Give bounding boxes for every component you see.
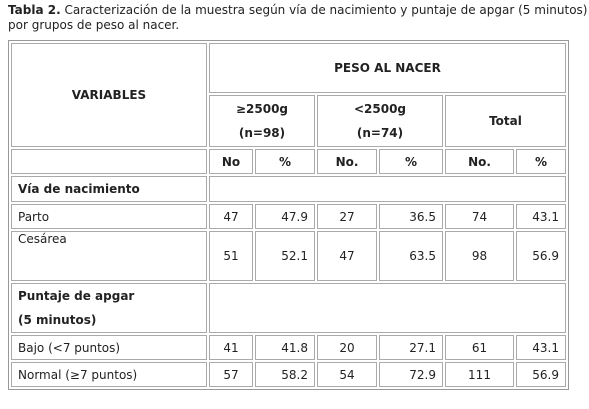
subgroup-header: Total: [445, 95, 566, 147]
empty-cell: [11, 149, 207, 174]
group-header: PESO AL NACER: [209, 43, 566, 93]
row-label: Cesárea: [11, 231, 207, 281]
data-cell: 98: [445, 231, 514, 281]
data-cell: 20: [317, 335, 377, 360]
row-label: Normal (≥7 puntos): [11, 362, 207, 387]
data-cell: 36.5: [379, 204, 443, 229]
subgroup-label: <2500g: [353, 102, 407, 116]
subgroup-header: <2500g (n=74): [317, 95, 443, 147]
empty-cell: [209, 283, 566, 333]
section-subtitle: (5 minutos): [18, 313, 97, 327]
section-title-text: Puntaje de apgar: [18, 289, 135, 303]
data-row: Parto 47 47.9 27 36.5 74 43.1: [11, 204, 566, 229]
subgroup-header: ≥2500g (n=98): [209, 95, 315, 147]
data-cell: 43.1: [516, 204, 566, 229]
data-row: Cesárea 51 52.1 47 63.5 98 56.9: [11, 231, 566, 281]
subgroup-row: ≥2500g (n=98) <2500g (n=74) Total: [11, 95, 566, 147]
section-title-text: Vía de nacimiento: [18, 182, 140, 196]
data-cell: 47: [209, 204, 253, 229]
caption-label: Tabla 2.: [8, 3, 61, 17]
column-header: %: [255, 149, 315, 174]
data-cell: 56.9: [516, 362, 566, 387]
section-row: Vía de nacimiento: [11, 176, 566, 202]
data-cell: 43.1: [516, 335, 566, 360]
data-cell: 47.9: [255, 204, 315, 229]
column-header: %: [516, 149, 566, 174]
data-cell: 27.1: [379, 335, 443, 360]
caption-text: Caracterización de la muestra según vía …: [8, 3, 588, 32]
subgroup-label: Total: [489, 114, 522, 128]
data-cell: 41.8: [255, 335, 315, 360]
data-cell: 58.2: [255, 362, 315, 387]
data-table: VARIABLES PESO AL NACER ≥2500g (n=98) <2500g…: [8, 40, 569, 390]
empty-cell: [209, 176, 566, 202]
section-row: Puntaje de apgar (5 minutos): [11, 283, 566, 333]
column-header: No.: [317, 149, 377, 174]
subgroup-n: (n=98): [238, 126, 286, 140]
data-cell: 111: [445, 362, 514, 387]
data-cell: 47: [317, 231, 377, 281]
data-cell: 27: [317, 204, 377, 229]
section-title: Puntaje de apgar (5 minutos): [11, 283, 207, 333]
column-header: No: [209, 149, 253, 174]
variables-header: VARIABLES: [11, 43, 207, 147]
data-cell: 72.9: [379, 362, 443, 387]
subgroup-n: (n=74): [356, 126, 404, 140]
column-header: %: [379, 149, 443, 174]
data-cell: 61: [445, 335, 514, 360]
columns-row: No% No.% No.%: [11, 149, 566, 174]
section-title: Vía de nacimiento: [11, 176, 207, 202]
data-cell: 54: [317, 362, 377, 387]
data-cell: 74: [445, 204, 514, 229]
data-cell: 63.5: [379, 231, 443, 281]
data-cell: 57: [209, 362, 253, 387]
data-cell: 52.1: [255, 231, 315, 281]
data-cell: 56.9: [516, 231, 566, 281]
row-label: Bajo (<7 puntos): [11, 335, 207, 360]
row-label: Parto: [11, 204, 207, 229]
data-cell: 51: [209, 231, 253, 281]
column-header: No.: [445, 149, 514, 174]
data-cell: 41: [209, 335, 253, 360]
data-row: Bajo (<7 puntos) 41 41.8 20 27.1 61 43.1: [11, 335, 566, 360]
subgroup-label: ≥2500g: [235, 102, 289, 116]
caption: Tabla 2. Caracterización de la muestra s…: [8, 3, 588, 33]
header-row: VARIABLES PESO AL NACER: [11, 43, 566, 147]
data-row: Normal (≥7 puntos) 57 58.2 54 72.9 111 56.9: [11, 362, 566, 387]
